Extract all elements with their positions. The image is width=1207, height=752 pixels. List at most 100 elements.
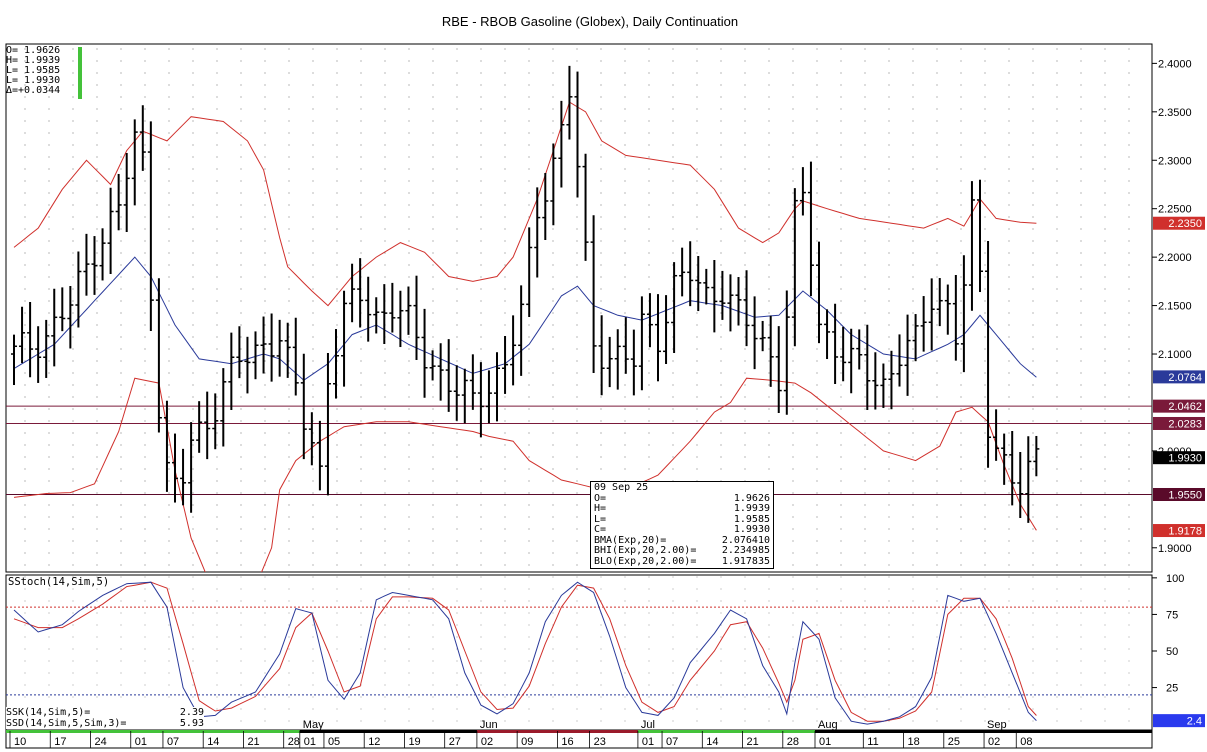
price-bar [952, 275, 959, 361]
price-bar [123, 153, 130, 232]
price-bar [840, 326, 847, 382]
price-tick-label: 2.1000 [1158, 349, 1192, 361]
price-bar [477, 362, 484, 438]
date-tick-label: 27 [449, 736, 461, 748]
data-window-label: BHI(Exp,20,2.00)= [594, 545, 697, 556]
data-window-value: 2.234985 [721, 545, 770, 556]
price-bar [807, 161, 814, 297]
date-tick-label: 01 [304, 736, 316, 748]
data-window-row: BHI(Exp,20,2.00)= 2.234985 [594, 545, 770, 557]
price-bar [51, 288, 58, 367]
price-bar [236, 326, 243, 379]
price-bar [373, 297, 380, 334]
price-bar [67, 285, 74, 349]
date-tick-label: 19 [408, 736, 420, 748]
price-bar [19, 306, 26, 364]
month-band [984, 730, 1152, 733]
data-window-label: BLO(Exp,20,2.00)= [594, 555, 697, 567]
date-tick-label: 01 [819, 736, 831, 748]
price-bar [896, 334, 903, 387]
price-bar [91, 236, 98, 295]
price-bar [695, 256, 702, 312]
price-bar [751, 296, 758, 370]
price-bar [276, 319, 283, 377]
date-tick-label: 11 [867, 736, 878, 748]
price-bar [630, 329, 637, 396]
price-tick-label: 1.9000 [1158, 543, 1192, 555]
value-tag-label: 2.2350 [1168, 218, 1202, 230]
price-bar [703, 268, 710, 305]
price-bar [365, 276, 372, 342]
value-tag-label: 2.0283 [1168, 418, 1202, 430]
date-tick-label: 05 [328, 736, 340, 748]
ssd-line [13, 581, 1037, 722]
price-bar [212, 393, 219, 450]
price-bar [252, 331, 259, 380]
price-bar [11, 334, 17, 386]
price-bar [638, 296, 645, 391]
date-tick-label: 21 [747, 736, 759, 748]
price-bar [534, 187, 541, 278]
price-bar [727, 274, 734, 332]
price-bar [155, 278, 162, 433]
data-window-label: O= [594, 492, 607, 504]
date-tick-label: 07 [167, 736, 179, 748]
price-bar [759, 320, 766, 352]
stoch-value-tag: 2.4 [1153, 714, 1205, 728]
price-bar [316, 420, 323, 491]
data-window-row: BMA(Exp,20)= 2.076410 [594, 535, 770, 547]
price-bar [743, 270, 750, 347]
price-bar [421, 308, 428, 398]
moving-average-line [13, 256, 1037, 381]
ohlc-readout: O= 1.9626 H= 1.9939 L= 1.9585 L= 1.9930 Δ=+0… [6, 46, 60, 96]
price-bar [799, 167, 806, 216]
price-bar [196, 401, 203, 453]
price-bar [1025, 436, 1032, 523]
price-bar [43, 319, 50, 378]
date-tick-label: 07 [666, 736, 678, 748]
price-bar [856, 329, 863, 370]
price-bar [920, 296, 927, 352]
date-tick-label: 21 [247, 736, 259, 748]
price-bar [679, 247, 686, 297]
value-tag-label: 1.9178 [1168, 526, 1202, 538]
stoch-panel-label: SStoch(14,Sim,5) [8, 576, 110, 588]
last-value-tag: 1.9178 [1153, 524, 1205, 538]
price-bar [598, 315, 605, 396]
date-tick-label: 25 [948, 736, 960, 748]
price-bar [268, 313, 275, 382]
price-bar [719, 270, 726, 320]
price-bars [11, 65, 1040, 523]
month-band [637, 730, 815, 733]
stoch-tag-label: 2.4 [1187, 716, 1202, 728]
month-band [6, 730, 300, 733]
level-tag: 2.0283 [1153, 416, 1205, 430]
month-label: Aug [818, 719, 838, 731]
price-grid [7, 45, 1151, 571]
stoch-tick-label: 100 [1166, 573, 1184, 585]
price-bar [993, 409, 1000, 461]
upper-band-line [13, 101, 1037, 307]
date-tick-label: 09 [521, 736, 533, 748]
price-bar [574, 71, 581, 198]
price-bar [284, 322, 291, 378]
ohlc-indicator-bar [78, 47, 82, 99]
price-bar [131, 119, 138, 206]
price-bar [188, 422, 195, 513]
date-tick-label: 14 [706, 736, 718, 748]
price-bar [99, 228, 106, 281]
price-bar [381, 284, 388, 345]
price-bar [333, 329, 339, 399]
date-tick-label: 28 [787, 736, 799, 748]
price-bar [968, 181, 975, 311]
price-bar [413, 275, 420, 360]
ohlc-line: L= 1.9585 [6, 65, 61, 76]
data-window-date: 09 Sep 25 [594, 482, 649, 493]
price-bar [172, 433, 178, 503]
price-bar [139, 105, 146, 171]
data-window-label: L= [594, 513, 607, 525]
price-bar [824, 309, 831, 360]
price-bar [590, 215, 597, 373]
price-bar [453, 365, 460, 421]
date-tick-label: 08 [1020, 736, 1032, 748]
